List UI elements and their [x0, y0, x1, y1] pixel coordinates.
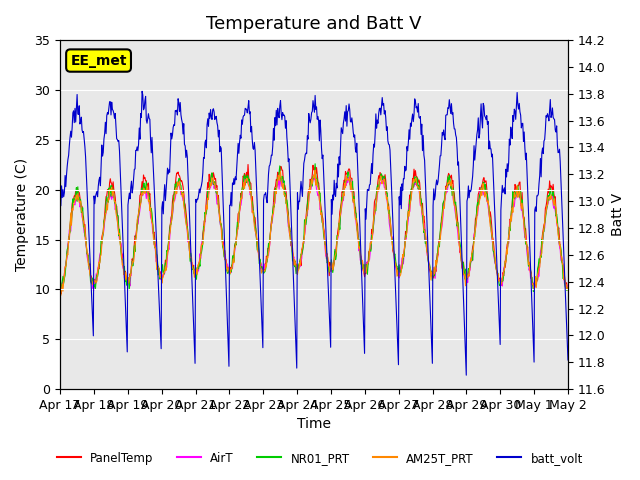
batt_volt: [138, 88, 146, 94]
Legend: PanelTemp, AirT, NR01_PRT, AM25T_PRT, batt_volt: PanelTemp, AirT, NR01_PRT, AM25T_PRT, ba…: [52, 447, 588, 469]
AirT: [170, 196, 178, 202]
NR01_PRT: [391, 251, 399, 257]
batt_volt: [56, 204, 64, 210]
NR01_PRT: [170, 200, 177, 205]
AM25T_PRT: [196, 256, 204, 262]
PanelTemp: [118, 252, 126, 257]
NR01_PRT: [196, 264, 204, 269]
AM25T_PRT: [391, 260, 399, 266]
AM25T_PRT: [65, 233, 73, 239]
batt_volt: [197, 185, 205, 191]
AirT: [56, 285, 64, 290]
Title: Temperature and Batt V: Temperature and Batt V: [206, 15, 422, 33]
AM25T_PRT: [311, 167, 319, 173]
NR01_PRT: [311, 161, 319, 167]
PanelTemp: [66, 223, 74, 228]
Line: AM25T_PRT: AM25T_PRT: [60, 170, 568, 296]
batt_volt: [118, 203, 125, 209]
batt_volt: [564, 357, 572, 363]
batt_volt: [463, 372, 470, 378]
AM25T_PRT: [118, 253, 125, 259]
PanelTemp: [564, 284, 572, 290]
batt_volt: [391, 272, 399, 277]
PanelTemp: [377, 173, 385, 179]
Y-axis label: Batt V: Batt V: [611, 193, 625, 236]
PanelTemp: [244, 162, 252, 168]
Line: batt_volt: batt_volt: [60, 91, 568, 375]
AirT: [197, 256, 205, 262]
Line: PanelTemp: PanelTemp: [60, 165, 568, 294]
PanelTemp: [197, 251, 205, 256]
AM25T_PRT: [170, 202, 177, 208]
NR01_PRT: [376, 176, 384, 181]
batt_volt: [170, 122, 178, 128]
AirT: [118, 259, 126, 264]
AirT: [90, 288, 97, 293]
AirT: [564, 285, 572, 290]
X-axis label: Time: Time: [297, 418, 331, 432]
AirT: [392, 264, 399, 269]
AM25T_PRT: [376, 177, 384, 183]
NR01_PRT: [118, 256, 125, 262]
AirT: [310, 171, 318, 177]
PanelTemp: [170, 192, 178, 198]
AirT: [377, 180, 385, 185]
batt_volt: [65, 143, 73, 148]
Line: AirT: AirT: [60, 174, 568, 290]
AM25T_PRT: [56, 293, 64, 299]
Text: EE_met: EE_met: [70, 54, 127, 68]
PanelTemp: [392, 260, 399, 266]
batt_volt: [376, 105, 384, 111]
Line: NR01_PRT: NR01_PRT: [60, 164, 568, 294]
Y-axis label: Temperature (C): Temperature (C): [15, 158, 29, 271]
PanelTemp: [57, 291, 65, 297]
NR01_PRT: [65, 231, 73, 237]
AM25T_PRT: [564, 287, 572, 293]
NR01_PRT: [56, 291, 64, 297]
NR01_PRT: [564, 287, 572, 293]
AirT: [65, 227, 73, 232]
PanelTemp: [56, 286, 64, 291]
